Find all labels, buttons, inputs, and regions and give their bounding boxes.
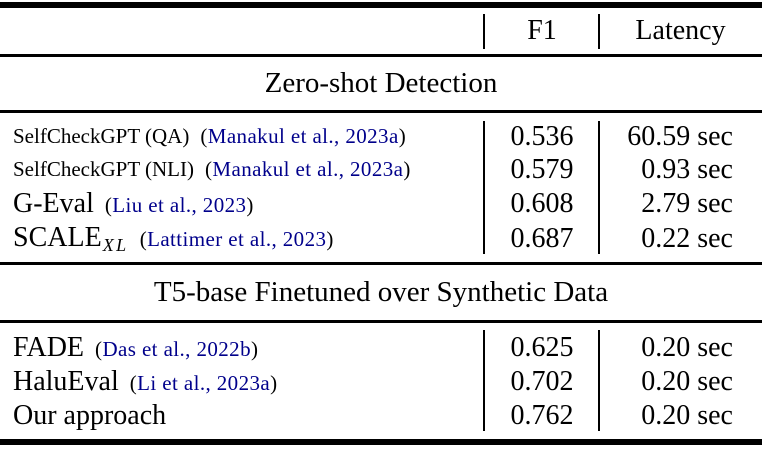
section-title-zero-shot: Zero-shot Detection	[264, 66, 498, 99]
citation-link[interactable]: Das et al., 2022b	[102, 337, 251, 361]
latency-value: 0.93 sec	[641, 153, 733, 185]
citation-close-paren: )	[398, 124, 407, 148]
latency-value: 0.22 sec	[641, 222, 733, 254]
method-name: SCALE	[13, 221, 102, 253]
citation-close-paren: )	[403, 157, 411, 181]
latency-value: 0.20 sec	[641, 332, 733, 363]
citation: (Das et al., 2022b)	[95, 337, 258, 361]
section-rule	[0, 320, 762, 323]
top-rule	[0, 2, 762, 8]
section-title-t5-finetuned: T5-base Finetuned over Synthetic Data	[153, 275, 609, 308]
table-row: SelfCheckGPT (QA) (Manakul et al., 2023a…	[0, 120, 762, 153]
method-name: FADE	[13, 332, 85, 363]
header-rule	[0, 54, 762, 57]
citation-link[interactable]: Manakul et al., 2023a	[212, 157, 404, 181]
citation: (Manakul et al., 2023a)	[200, 124, 406, 148]
column-header-f1: F1	[527, 15, 557, 46]
method-cell: Our approach	[0, 400, 485, 432]
method-subscript: XL	[102, 234, 129, 255]
citation-link[interactable]: Manakul et al., 2023a	[207, 124, 399, 148]
f1-value: 0.702	[510, 366, 574, 397]
column-header-latency: Latency	[635, 15, 726, 46]
f1-value: 0.608	[510, 187, 574, 219]
citation-open-paren: (	[129, 371, 138, 395]
column-divider	[483, 121, 485, 254]
f1-value: 0.625	[510, 332, 574, 363]
citation: (Lattimer et al., 2023)	[140, 227, 334, 251]
f1-value: 0.536	[510, 120, 574, 152]
citation: (Liu et al., 2023)	[105, 193, 254, 217]
f1-value: 0.687	[510, 222, 574, 254]
section-rule	[0, 262, 762, 265]
section-body-finetuned: FADE (Das et al., 2022b) 0.625 0.20 sec …	[0, 324, 762, 439]
method-name: SelfCheckGPT (NLI)	[13, 157, 194, 181]
table-row: SelfCheckGPT (NLI) (Manakul et al., 2023…	[0, 153, 762, 186]
column-divider	[598, 121, 600, 254]
f1-value: 0.579	[510, 153, 574, 185]
column-divider	[483, 14, 485, 49]
citation-close-paren: )	[246, 192, 254, 217]
latency-value: 0.20 sec	[641, 400, 733, 431]
section-body-zero-shot: SelfCheckGPT (QA) (Manakul et al., 2023a…	[0, 113, 762, 262]
method-cell: G-Eval (Liu et al., 2023)	[0, 188, 485, 220]
method-name: HaluEval	[13, 366, 119, 397]
f1-value: 0.762	[510, 400, 574, 431]
table-row: Our approach 0.762 0.20 sec	[0, 399, 762, 433]
section-rule	[0, 110, 762, 113]
method-cell: SelfCheckGPT (NLI) (Manakul et al., 2023…	[0, 157, 485, 182]
method-name: G-Eval	[13, 187, 94, 219]
method-name: Our approach	[13, 400, 167, 431]
citation: (Li et al., 2023a)	[130, 371, 278, 395]
column-divider	[598, 330, 600, 431]
method-cell: SCALEXL (Lattimer et al., 2023)	[0, 222, 485, 256]
citation-link[interactable]: Li et al., 2023a	[137, 371, 271, 395]
citation-close-paren: )	[326, 226, 334, 251]
column-header-row: F1 Latency	[0, 8, 762, 54]
citation-open-paren: (	[200, 124, 208, 148]
citation-open-paren: (	[95, 337, 103, 361]
latency-value: 2.79 sec	[641, 187, 733, 219]
citation-open-paren: (	[205, 157, 213, 181]
citation-open-paren: (	[104, 192, 113, 217]
table-row: SCALEXL (Lattimer et al., 2023) 0.687 0.…	[0, 221, 762, 256]
method-name: SelfCheckGPT (QA)	[13, 124, 190, 148]
method-cell: HaluEval (Li et al., 2023a)	[0, 366, 485, 398]
table-row: G-Eval (Liu et al., 2023) 0.608 2.79 sec	[0, 186, 762, 221]
table-row: FADE (Das et al., 2022b) 0.625 0.20 sec	[0, 331, 762, 365]
latency-value: 0.20 sec	[641, 366, 733, 397]
method-cell: FADE (Das et al., 2022b)	[0, 332, 485, 364]
citation-close-paren: )	[250, 337, 259, 361]
citation: (Manakul et al., 2023a)	[205, 157, 411, 181]
citation-link[interactable]: Lattimer et al., 2023	[147, 226, 327, 251]
bottom-rule	[0, 439, 762, 445]
column-divider	[483, 330, 485, 431]
citation-open-paren: (	[139, 226, 148, 251]
method-cell: SelfCheckGPT (QA) (Manakul et al., 2023a…	[0, 124, 485, 149]
citation-link[interactable]: Liu et al., 2023	[112, 192, 247, 217]
table-row: HaluEval (Li et al., 2023a) 0.702 0.20 s…	[0, 365, 762, 399]
latency-value: 60.59 sec	[627, 120, 733, 152]
column-divider	[598, 14, 600, 49]
citation-close-paren: )	[270, 371, 278, 395]
